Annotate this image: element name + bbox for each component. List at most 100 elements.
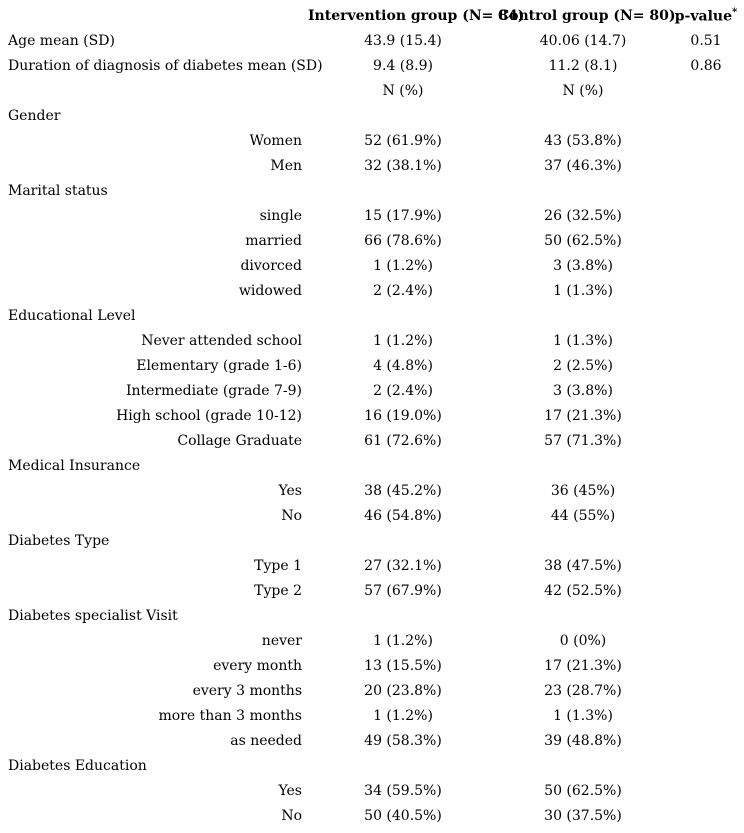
row-label: divorced: [240, 257, 302, 274]
intervention-group-value: 20 (23.8%): [364, 682, 442, 699]
p-value: [668, 228, 744, 253]
section-row: Medical Insurance: [0, 453, 744, 478]
control-group-value: 17 (21.3%): [544, 407, 622, 424]
row-label: No: [281, 807, 302, 824]
row-label: Age mean (SD): [8, 32, 115, 49]
table-body: Age mean (SD) 43.9 (15.4) 40.06 (14.7) 0.51…: [0, 28, 744, 828]
row-label: as needed: [230, 732, 302, 749]
table-row: every month 13 (15.5%) 17 (21.3%): [0, 653, 744, 678]
row-label: High school (grade 10-12): [116, 407, 302, 424]
control-group-value: 39 (48.8%): [544, 732, 622, 749]
control-group-value: 1 (1.3%): [553, 332, 613, 349]
table-row: Never attended school 1 (1.2%) 1 (1.3%): [0, 328, 744, 353]
control-group-value: [498, 453, 668, 478]
p-value: [668, 628, 744, 653]
table-row: No 50 (40.5%) 30 (37.5%): [0, 803, 744, 828]
intervention-group-value: 2 (2.4%): [373, 282, 433, 299]
p-value: [668, 378, 744, 403]
control-group-value: 30 (37.5%): [544, 807, 622, 824]
table-row: Type 2 57 (67.9%) 42 (52.5%): [0, 578, 744, 603]
control-group-value: 43 (53.8%): [544, 132, 622, 149]
footnote-asterisk-marker: *: [731, 6, 738, 18]
section-row: Gender: [0, 103, 744, 128]
table-row: Women 52 (61.9%) 43 (53.8%): [0, 128, 744, 153]
control-group-value: 40.06 (14.7): [539, 32, 627, 49]
control-group-value: 2 (2.5%): [553, 357, 613, 374]
row-label: every 3 months: [192, 682, 302, 699]
p-value: [668, 453, 744, 478]
table-row: more than 3 months 1 (1.2%) 1 (1.3%): [0, 703, 744, 728]
intervention-group-value: 4 (4.8%): [373, 357, 433, 374]
p-value: [668, 803, 744, 828]
p-value: [668, 503, 744, 528]
pvalue-header-text: p-value: [674, 8, 732, 25]
table-row: Yes 34 (59.5%) 50 (62.5%): [0, 778, 744, 803]
table-row: N (%) N (%): [0, 78, 744, 103]
control-group-value: N (%): [562, 82, 604, 99]
intervention-group-value: [308, 453, 498, 478]
row-label: Type 1: [254, 557, 302, 574]
column-header-label: [0, 3, 308, 28]
intervention-group-value: 1 (1.2%): [373, 632, 433, 649]
intervention-group-value: 66 (78.6%): [364, 232, 442, 249]
p-value: [668, 328, 744, 353]
intervention-group-value: 52 (61.9%): [364, 132, 442, 149]
column-header-control-group: Control group (N= 80): [498, 7, 676, 24]
control-group-value: 1 (1.3%): [553, 282, 613, 299]
control-group-value: 17 (21.3%): [544, 657, 622, 674]
intervention-group-value: 32 (38.1%): [364, 157, 442, 174]
control-group-value: 50 (62.5%): [544, 232, 622, 249]
p-value: [668, 103, 744, 128]
p-value: [668, 703, 744, 728]
row-label: No: [281, 507, 302, 524]
control-group-value: 44 (55%): [550, 507, 616, 524]
control-group-value: [498, 753, 668, 778]
control-group-value: 1 (1.3%): [553, 707, 613, 724]
p-value: [668, 578, 744, 603]
control-group-value: 3 (3.8%): [553, 382, 613, 399]
row-label: Never attended school: [141, 332, 302, 349]
p-value: [668, 303, 744, 328]
intervention-group-value: 46 (54.8%): [364, 507, 442, 524]
section-row: Diabetes Type: [0, 528, 744, 553]
row-label: [0, 78, 308, 103]
table-row: Elementary (grade 1-6) 4 (4.8%) 2 (2.5%): [0, 353, 744, 378]
control-group-value: [498, 528, 668, 553]
p-value: [668, 253, 744, 278]
intervention-group-value: 61 (72.6%): [364, 432, 442, 449]
section-label: Diabetes Education: [8, 757, 147, 774]
p-value: [668, 153, 744, 178]
baseline-characteristics-table: Intervention group (N= 84) Control group…: [0, 3, 744, 828]
intervention-group-value: [308, 178, 498, 203]
table-row: as needed 49 (58.3%) 39 (48.8%): [0, 728, 744, 753]
control-group-value: 50 (62.5%): [544, 782, 622, 799]
intervention-group-value: 15 (17.9%): [364, 207, 442, 224]
section-label: Educational Level: [8, 307, 136, 324]
p-value: [668, 128, 744, 153]
p-value: 0.51: [690, 32, 722, 49]
intervention-group-value: 13 (15.5%): [364, 657, 442, 674]
control-group-value: 3 (3.8%): [553, 257, 613, 274]
control-group-value: 26 (32.5%): [544, 207, 622, 224]
control-group-value: [498, 103, 668, 128]
intervention-group-value: [308, 753, 498, 778]
intervention-group-value: 9.4 (8.9): [373, 57, 433, 74]
control-group-value: 37 (46.3%): [544, 157, 622, 174]
p-value: [668, 653, 744, 678]
section-row: Marital status: [0, 178, 744, 203]
control-group-value: 42 (52.5%): [544, 582, 622, 599]
intervention-group-value: N (%): [382, 82, 424, 99]
p-value: [668, 353, 744, 378]
row-label: never: [261, 632, 302, 649]
table-row: Duration of diagnosis of diabetes mean (…: [0, 53, 744, 78]
column-header-pvalue: p-value*: [668, 3, 744, 28]
p-value: [668, 603, 744, 628]
p-value: [668, 78, 744, 103]
table-row: Collage Graduate 61 (72.6%) 57 (71.3%): [0, 428, 744, 453]
section-label: Marital status: [8, 182, 108, 199]
p-value: [668, 528, 744, 553]
table-row: never 1 (1.2%) 0 (0%): [0, 628, 744, 653]
row-label: Collage Graduate: [177, 432, 302, 449]
row-label: every month: [213, 657, 302, 674]
row-label: Duration of diagnosis of diabetes mean (…: [8, 57, 323, 74]
